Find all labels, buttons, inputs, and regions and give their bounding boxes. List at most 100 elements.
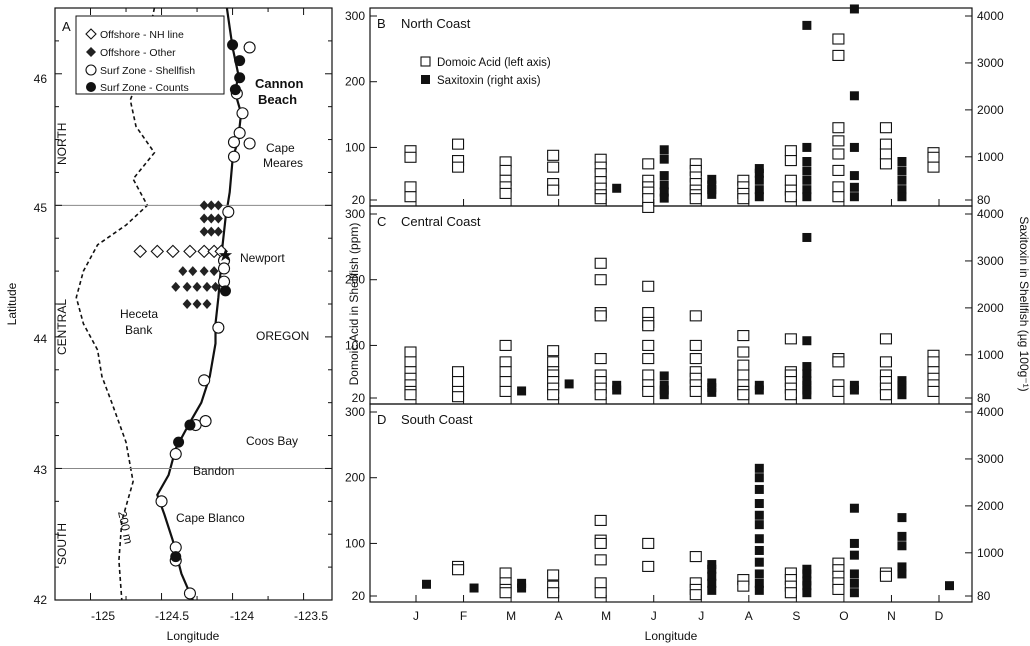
y-left-tick-label: 300: [345, 405, 365, 419]
map-filled-diamond: [192, 281, 202, 292]
saxitoxin-marker: [754, 473, 764, 483]
domoic-acid-marker: [879, 138, 893, 150]
map-filled-diamond: [213, 200, 223, 211]
map-filled-circle: [170, 551, 182, 563]
map-open-circle: [183, 587, 196, 600]
y-left-tick-label: 20: [352, 193, 366, 207]
saxitoxin-marker: [612, 385, 622, 395]
saxitoxin-marker: [802, 192, 812, 202]
domoic-acid-marker: [832, 356, 845, 368]
y-left-tick-label: 300: [345, 9, 365, 23]
y-left-tick-label: 20: [352, 391, 366, 405]
domoic-acid-marker: [642, 158, 655, 170]
saxitoxin-marker: [802, 564, 812, 574]
x-tick-label: O: [839, 609, 848, 623]
map-filled-diamond: [178, 266, 188, 277]
map-open-circle: [236, 107, 249, 120]
region-south: SOUTH: [55, 523, 69, 565]
map-y-tick-45: 45: [34, 201, 48, 215]
y-right-tick-label: 80: [977, 589, 991, 603]
y-left-tick-label: 100: [345, 338, 365, 352]
domoic-acid-marker: [784, 333, 797, 345]
panel-b-letter: B: [377, 16, 386, 31]
saxitoxin-marker: [469, 583, 479, 593]
place-cape-blanco: Cape Blanco: [176, 511, 245, 525]
saxitoxin-marker: [422, 579, 431, 589]
y-right-tick-label: 80: [977, 391, 991, 405]
domoic-acid-marker: [594, 274, 607, 286]
domoic-acid-marker: [451, 161, 465, 173]
saxitoxin-marker: [802, 157, 812, 167]
domoic-acid-marker: [594, 353, 607, 365]
map-x-tick-124-5: -124.5: [155, 609, 189, 623]
saxitoxin-marker: [802, 369, 812, 379]
saxitoxin-marker: [849, 385, 859, 395]
y-right-label: Saxitoxin in Shellfish (µg 100g⁻¹): [1017, 216, 1030, 391]
domoic-acid-marker: [594, 257, 607, 269]
saxitoxin-marker: [849, 578, 859, 588]
panel-a-label: A: [62, 19, 71, 34]
domoic-acid-marker: [737, 193, 750, 205]
domoic-acid-marker: [784, 174, 797, 186]
domoic-acid-marker: [879, 148, 893, 160]
saxitoxin-marker: [754, 510, 764, 520]
saxitoxin-marker: [849, 171, 859, 181]
place-bandon: Bandon: [193, 464, 234, 478]
domoic-acid-marker: [832, 49, 845, 61]
map-filled-circle: [184, 419, 196, 431]
saxitoxin-marker: [659, 180, 669, 190]
y-left-tick-label: 100: [345, 140, 365, 154]
saxitoxin-marker: [612, 380, 622, 390]
domoic-acid-marker: [642, 560, 655, 572]
map-open-diamond: [150, 244, 165, 259]
x-tick-label: J: [698, 609, 704, 623]
domoic-acid-marker: [547, 356, 560, 368]
domoic-acid-marker: [879, 333, 893, 345]
saxitoxin-marker: [802, 385, 812, 395]
domoic-acid-marker: [689, 589, 702, 601]
saxitoxin-marker: [849, 538, 859, 548]
map-filled-diamond: [171, 281, 181, 292]
saxitoxin-marker: [802, 376, 812, 386]
y-right-tick-label: 2000: [977, 103, 1004, 117]
saxitoxin-marker: [897, 531, 907, 541]
y-left-tick-label: 100: [345, 536, 365, 550]
legend-circle-open-icon: [85, 64, 97, 76]
saxitoxin-marker: [612, 183, 622, 193]
legend-open-square-icon: [420, 56, 431, 67]
domoic-acid-marker: [784, 587, 797, 599]
domoic-acid-marker: [404, 356, 417, 368]
y-right-tick-label: 4000: [977, 405, 1004, 419]
domoic-acid-marker: [404, 389, 417, 401]
domoic-acid-marker: [737, 580, 750, 592]
region-north: NORTH: [55, 123, 69, 165]
saxitoxin-marker: [659, 193, 669, 203]
map-filled-circle: [219, 285, 231, 297]
domoic-acid-marker: [547, 161, 560, 173]
x-tick-label: S: [792, 609, 800, 623]
domoic-acid-marker: [499, 567, 512, 579]
map-filled-diamond: [199, 266, 209, 277]
saxitoxin-marker: [849, 192, 859, 202]
saxitoxin-marker: [945, 581, 954, 591]
domoic-acid-marker: [594, 577, 607, 589]
x-tick-label: A: [555, 609, 563, 623]
domoic-acid-marker: [832, 385, 845, 397]
saxitoxin-marker: [897, 390, 907, 400]
legend-circle-filled-icon: [86, 82, 96, 92]
map-open-circle: [233, 126, 246, 140]
domoic-acid-marker: [927, 151, 940, 163]
map-filled-diamond: [199, 200, 209, 211]
saxitoxin-marker: [659, 390, 669, 400]
domoic-acid-marker: [784, 155, 797, 167]
domoic-acid-marker: [927, 356, 940, 368]
y-right-tick-label: 2000: [977, 301, 1004, 315]
saxitoxin-marker: [897, 175, 907, 185]
saxitoxin-marker: [659, 371, 669, 381]
saxitoxin-marker: [754, 175, 764, 185]
saxitoxin-marker: [564, 379, 574, 389]
domoic-acid-marker: [642, 385, 655, 397]
saxitoxin-marker: [517, 583, 527, 593]
map-open-circle: [217, 275, 231, 288]
domoic-acid-marker: [879, 356, 893, 368]
